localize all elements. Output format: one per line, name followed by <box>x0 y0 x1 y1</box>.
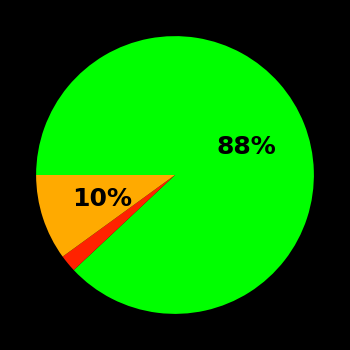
Wedge shape <box>36 175 175 257</box>
Text: 88%: 88% <box>216 135 276 159</box>
Wedge shape <box>63 175 175 270</box>
Text: 10%: 10% <box>72 187 132 211</box>
Wedge shape <box>36 36 314 314</box>
